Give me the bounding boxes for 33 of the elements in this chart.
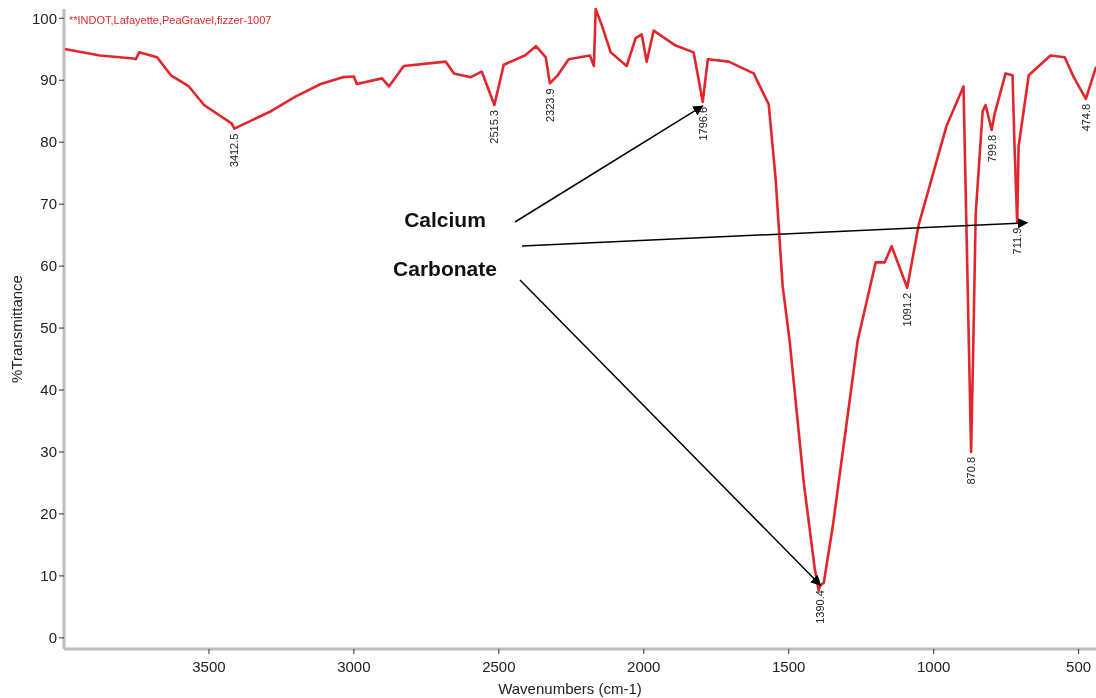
y-tick-label: 40 — [40, 381, 57, 399]
annotation: **INDOT,Lafayette,PeaGravel,fizzer-1007 — [69, 14, 272, 26]
x-tick-label: 3000 — [337, 658, 371, 675]
y-tick-label: 30 — [40, 443, 57, 461]
annotation: 799.8 — [985, 134, 998, 163]
x-tick-label: 2500 — [482, 658, 516, 675]
y-tick-label: 90 — [40, 71, 57, 89]
annotation: 1796.6 — [696, 106, 709, 141]
x-axis-title: Wavenumbers (cm-1) — [498, 680, 642, 697]
x-tick-label: 2000 — [627, 658, 661, 675]
y-tick-label: 70 — [40, 195, 57, 213]
x-tick-label: 500 — [1066, 658, 1092, 675]
line-series — [64, 7, 1096, 592]
annotation: 2323.9 — [543, 88, 556, 122]
y-axis-title: %Transmittance — [8, 275, 25, 383]
y-tick-label: 0 — [48, 629, 57, 647]
y-tick-label: 100 — [31, 9, 57, 27]
annotation: 870.8 — [965, 456, 978, 485]
y-tick-label: 10 — [40, 567, 57, 585]
x-tick-label: 3500 — [192, 658, 226, 675]
y-tick-label: 20 — [40, 505, 57, 523]
x-tick-label: 1000 — [916, 658, 951, 675]
annotation: 3412.5 — [228, 133, 241, 168]
y-tick-label: 60 — [40, 257, 57, 275]
annotation: 1091.2 — [901, 292, 914, 327]
x-tick-label: 1500 — [772, 658, 806, 675]
annotation: 474.8 — [1079, 103, 1092, 132]
annotation: 1390.4 — [814, 590, 827, 624]
text: Calcium Carbonate — [393, 208, 497, 280]
annotation: 711.9 — [1011, 227, 1024, 255]
y-tick-label: 50 — [40, 319, 57, 337]
y-tick-label: 80 — [40, 133, 57, 151]
annotation: 2515.3 — [488, 110, 501, 144]
